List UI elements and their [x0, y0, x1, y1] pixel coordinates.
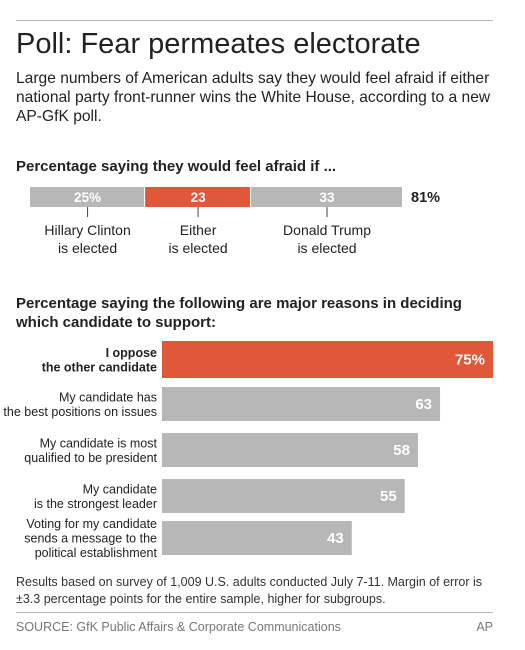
bar-category-label: qualified to be president — [24, 451, 157, 465]
stack-segment-caption: Hillary Clinton — [44, 222, 130, 238]
stack-segment — [145, 187, 251, 207]
source-credit: SOURCE: GfK Public Affairs & Corporate C… — [16, 620, 341, 634]
bar-category-label: My candidate is most — [40, 436, 158, 450]
bar — [162, 479, 405, 513]
bar-value-label: 63 — [415, 396, 432, 413]
bar-category-label: Voting for my candidate — [26, 517, 157, 531]
footnote: Results based on survey of 1,009 U.S. ad… — [16, 575, 482, 606]
stack-segment-caption: is elected — [297, 240, 356, 256]
ap-credit: AP — [476, 620, 493, 634]
bar-category-label: the best positions on issues — [3, 405, 157, 419]
bar-category-label: My candidate — [83, 482, 157, 496]
stack-segment — [251, 187, 402, 207]
stack-segment-caption: Donald Trump — [283, 222, 371, 238]
bar — [162, 521, 352, 555]
stacked-chart-title: Percentage saying they would feel afraid… — [16, 158, 337, 175]
subtitle: Large numbers of American adults say the… — [16, 70, 491, 125]
bottom-rule — [16, 612, 493, 613]
stack-segment-label: 23 — [191, 190, 207, 205]
bar-chart-title: Percentage saying the following are majo… — [16, 295, 462, 331]
headline: Poll: Fear permeates electorate — [16, 28, 421, 60]
stack-segment — [30, 187, 145, 207]
bar-value-label: 55 — [380, 488, 397, 505]
bar — [162, 387, 441, 421]
top-rule — [16, 20, 493, 21]
bar — [162, 433, 418, 467]
bar-category-label: the other candidate — [42, 360, 157, 374]
bar-value-label: 75% — [455, 352, 485, 369]
bar-category-label: My candidate has — [59, 390, 157, 404]
bar-value-label: 58 — [393, 442, 410, 459]
bar-category-label: I oppose — [106, 346, 157, 360]
stack-segment-label: 33 — [320, 190, 336, 205]
bar-value-label: 43 — [327, 530, 344, 547]
stack-segment-caption: Either — [180, 222, 217, 238]
bar-category-label: sends a message to the — [24, 532, 157, 546]
bar-category-label: is the strongest leader — [34, 497, 157, 511]
bar — [162, 341, 493, 378]
stack-total-label: 81% — [411, 190, 440, 206]
stack-segment-caption: is elected — [58, 240, 117, 256]
bar-category-label: political establishment — [35, 546, 158, 560]
stack-segment-label: 25% — [74, 190, 101, 205]
stack-segment-caption: is elected — [169, 240, 228, 256]
